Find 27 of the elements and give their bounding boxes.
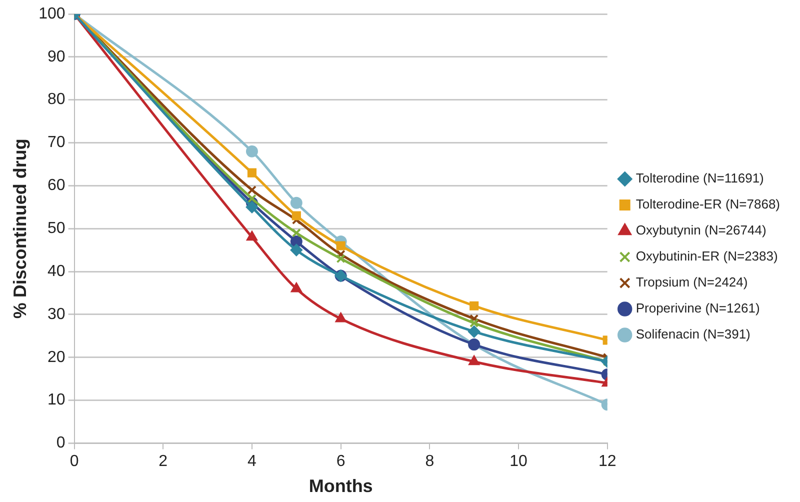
legend-label: Tolterodine (N=11691)	[636, 170, 764, 186]
x-tick-label: 6	[336, 453, 346, 470]
y-tick-label: 80	[48, 91, 66, 108]
x-tick-label: 4	[248, 453, 257, 470]
y-tick-label: 60	[48, 177, 66, 194]
y-tick-label: 100	[38, 5, 66, 22]
legend-label: Properivine (N=1261)	[636, 300, 760, 316]
legend-label: Solifenacin (N=391)	[636, 326, 750, 342]
x-tick-label: 0	[70, 453, 79, 470]
x-tick-label: 12	[598, 453, 616, 470]
y-tick-label: 20	[48, 348, 66, 366]
y-axis-title: % Discontinued drug	[10, 138, 30, 319]
y-tick-label: 70	[48, 134, 66, 152]
x-axis-title: Months	[308, 476, 373, 496]
y-tick-label: 0	[56, 434, 66, 452]
legend-label: Oxybutynin (N=26744)	[636, 222, 766, 238]
y-tick-label: 50	[48, 220, 66, 238]
legend-label: Tropsium (N=2424)	[636, 274, 748, 290]
y-tick-label: 10	[48, 392, 66, 409]
x-tick-label: 10	[510, 453, 528, 470]
y-tick-label: 30	[48, 306, 66, 323]
y-tick-label: 90	[48, 48, 66, 66]
y-tick-label: 40	[48, 262, 66, 280]
legend-label: Tolterodine-ER (N=7868)	[636, 196, 780, 212]
x-tick-label: 8	[425, 453, 434, 470]
legend-label: Oxybutinin-ER (N=2383)	[636, 248, 778, 264]
x-tick-label: 2	[158, 453, 168, 470]
